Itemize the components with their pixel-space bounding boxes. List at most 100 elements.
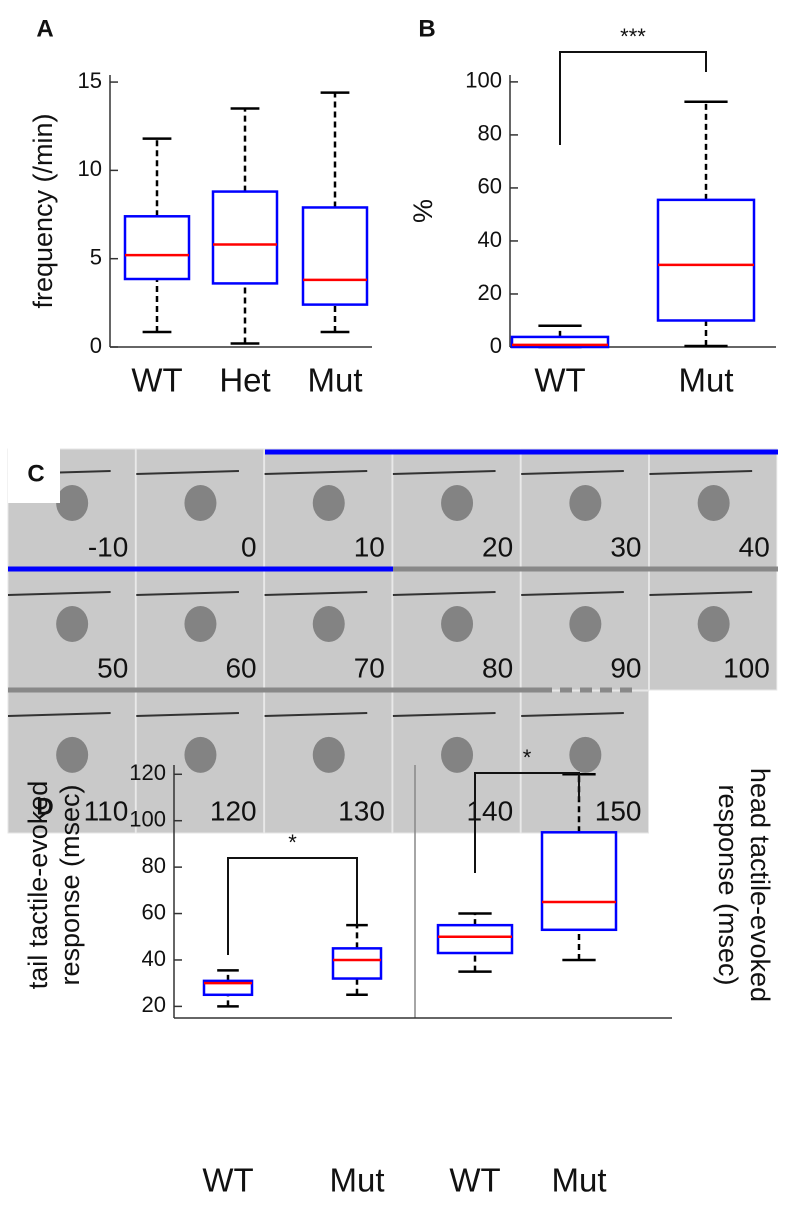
y-tick-label: 100 [465, 68, 502, 93]
larva [697, 606, 730, 642]
y-axis-label: response (msec) [55, 784, 85, 985]
panel-label-box [8, 447, 60, 503]
y-tick-label: 60 [142, 899, 166, 924]
probe [392, 470, 496, 475]
probe [392, 591, 496, 596]
x-tick-label: Mut [307, 362, 362, 399]
larva [56, 485, 89, 521]
larva [441, 485, 474, 521]
larva [312, 485, 345, 521]
x-tick-label: WT [202, 1162, 253, 1199]
x-tick-label: WT [449, 1162, 500, 1199]
frame-time: 100 [723, 652, 770, 683]
significance-bracket [474, 772, 580, 873]
probe [649, 470, 753, 475]
significance-bracket [559, 51, 707, 145]
box [331, 947, 383, 980]
box [436, 923, 514, 955]
frame-time: 40 [739, 531, 770, 562]
x-tick-label: WT [131, 362, 182, 399]
y-tick-label: 40 [142, 946, 166, 971]
probe [136, 470, 239, 475]
significance-label: *** [620, 24, 646, 49]
larva [697, 485, 730, 521]
larva [312, 736, 345, 773]
larva [56, 606, 89, 642]
significance-label: * [288, 830, 297, 855]
x-tick-label: Mut [678, 362, 733, 399]
significance-bracket [227, 857, 358, 955]
y-axis-label: response (msec) [713, 784, 743, 985]
frame-time: 60 [225, 652, 256, 683]
y-tick-label: 100 [129, 807, 166, 832]
larva [184, 485, 217, 521]
frame-time: 10 [354, 531, 385, 562]
frame-time: 140 [466, 795, 513, 826]
y-tick-label: 40 [478, 227, 502, 252]
y-tick-label: 20 [478, 280, 502, 305]
box [656, 198, 756, 322]
y-tick-label: 60 [478, 174, 502, 199]
probe [521, 712, 624, 717]
frame-time: 130 [338, 795, 385, 826]
y-axis-label: % [408, 199, 438, 223]
y-tick-label: 10 [78, 156, 102, 181]
frame-time: 110 [84, 795, 129, 826]
larva [56, 736, 89, 773]
box [510, 335, 610, 349]
x-tick-label: WT [534, 362, 585, 399]
probe [7, 591, 111, 596]
probe [649, 591, 753, 596]
panel-label: D [36, 793, 53, 820]
probe [264, 591, 368, 596]
x-tick-label: Het [219, 362, 270, 399]
y-tick-label: 5 [90, 245, 102, 270]
y-tick-label: 15 [78, 68, 102, 93]
frame-time: 90 [610, 652, 641, 683]
x-tick-label: Mut [551, 1162, 606, 1199]
larva [569, 736, 602, 773]
box [301, 206, 369, 306]
box [211, 190, 279, 285]
x-tick-label: Mut [329, 1162, 384, 1199]
y-axis-label: head tactile-evoked [745, 768, 775, 1002]
frame-time: 80 [482, 652, 513, 683]
larva [184, 736, 217, 773]
probe [392, 712, 496, 717]
probe [264, 470, 368, 475]
y-axis-label: frequency (/min) [28, 113, 58, 308]
frame-time: 30 [610, 531, 641, 562]
larva [441, 606, 474, 642]
frame-time: 150 [595, 795, 642, 826]
probe [521, 591, 624, 596]
frame-time: 120 [210, 795, 257, 826]
y-tick-label: 80 [478, 121, 502, 146]
y-tick-label: 80 [142, 853, 166, 878]
probe [136, 712, 239, 717]
frame-time: 0 [241, 531, 257, 562]
probe [7, 712, 111, 717]
larva [184, 606, 217, 642]
larva [312, 606, 345, 642]
panel-label: B [418, 15, 435, 42]
larva [569, 485, 602, 521]
frame-time: 70 [354, 652, 385, 683]
y-tick-label: 0 [90, 333, 102, 358]
y-tick-label: 120 [129, 760, 166, 785]
frame-time: 50 [97, 652, 128, 683]
probe [136, 591, 239, 596]
significance-label: * [523, 745, 532, 770]
box [540, 831, 618, 932]
probe [521, 470, 624, 475]
box [123, 215, 191, 281]
probe [264, 712, 368, 717]
y-tick-label: 20 [142, 992, 166, 1017]
panel-label: C [27, 460, 44, 487]
y-axis-label: tail tactile-evoked [23, 781, 53, 990]
frame-time: 20 [482, 531, 513, 562]
panel-label: A [36, 15, 53, 42]
larva [569, 606, 602, 642]
frame-time: -10 [88, 531, 128, 562]
